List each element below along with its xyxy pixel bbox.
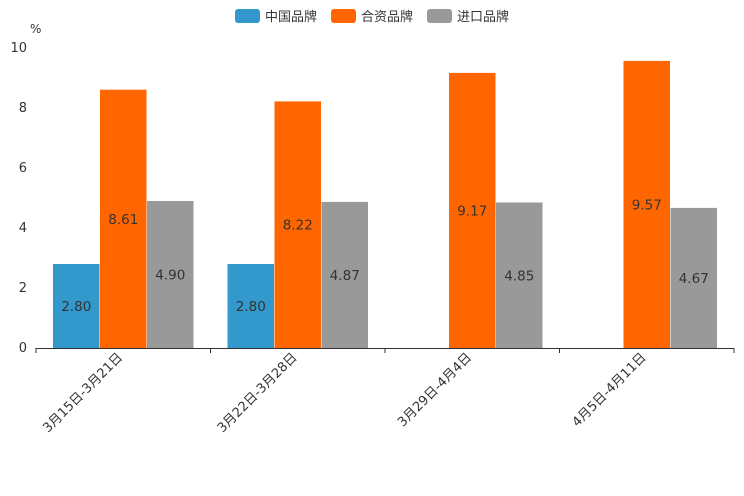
bar-import-3 xyxy=(670,207,717,348)
legend-swatch-joint-venture-brand xyxy=(330,8,356,23)
y-tick-label: 2 xyxy=(19,281,27,296)
bar-value-label: 4.85 xyxy=(504,268,534,284)
bar-joint-venture-2 xyxy=(449,72,496,349)
bar-value-label: 4.67 xyxy=(679,271,709,287)
legend-item-china-brand[interactable]: 中国品牌 xyxy=(234,6,317,25)
y-tick-label: 4 xyxy=(19,221,27,236)
bar-value-label: 9.17 xyxy=(457,203,487,219)
bar-joint-venture-1 xyxy=(274,101,321,349)
y-axis-unit-label: % xyxy=(30,22,42,36)
x-tick-label: 3月22日-3月28日 xyxy=(215,350,301,436)
y-tick-label: 10 xyxy=(10,41,27,56)
bar-value-label: 9.57 xyxy=(632,197,662,213)
legend-item-import-brand[interactable]: 进口品牌 xyxy=(427,6,509,25)
bar-china-1 xyxy=(227,264,274,348)
bar-value-label: 2.80 xyxy=(236,299,266,315)
bar-value-label: 8.22 xyxy=(283,218,313,234)
y-tick-label: 8 xyxy=(19,101,27,116)
bar-joint-venture-3 xyxy=(623,60,670,349)
legend-item-joint-venture-brand[interactable]: 合资品牌 xyxy=(330,6,413,25)
bar-value-label: 2.80 xyxy=(61,299,91,315)
legend-label-import-brand: 进口品牌 xyxy=(457,10,510,25)
bar-value-label: 4.87 xyxy=(330,268,360,284)
bar-value-label: 4.90 xyxy=(155,268,185,284)
bar-import-2 xyxy=(496,202,543,348)
bar-china-0 xyxy=(53,264,100,348)
legend-swatch-import-brand xyxy=(427,8,452,23)
y-tick-label: 0 xyxy=(19,341,27,356)
legend-swatch-china-brand xyxy=(234,8,260,23)
y-tick-label: 6 xyxy=(19,161,27,176)
bar-import-0 xyxy=(147,201,194,348)
bar-import-1 xyxy=(321,201,368,348)
x-tick-label: 3月29日-4月4日 xyxy=(395,350,475,430)
x-tick-label: 4月5日-4月11日 xyxy=(570,350,650,430)
legend: 中国品牌 合资品牌 进口品牌 xyxy=(0,6,744,25)
bar-value-label: 8.61 xyxy=(108,212,138,228)
legend-label-china-brand: 中国品牌 xyxy=(264,10,317,25)
x-tick-label: 3月15日-3月21日 xyxy=(40,350,126,436)
bar-joint-venture-0 xyxy=(100,89,147,348)
legend-label-joint-venture-brand: 合资品牌 xyxy=(360,10,413,25)
